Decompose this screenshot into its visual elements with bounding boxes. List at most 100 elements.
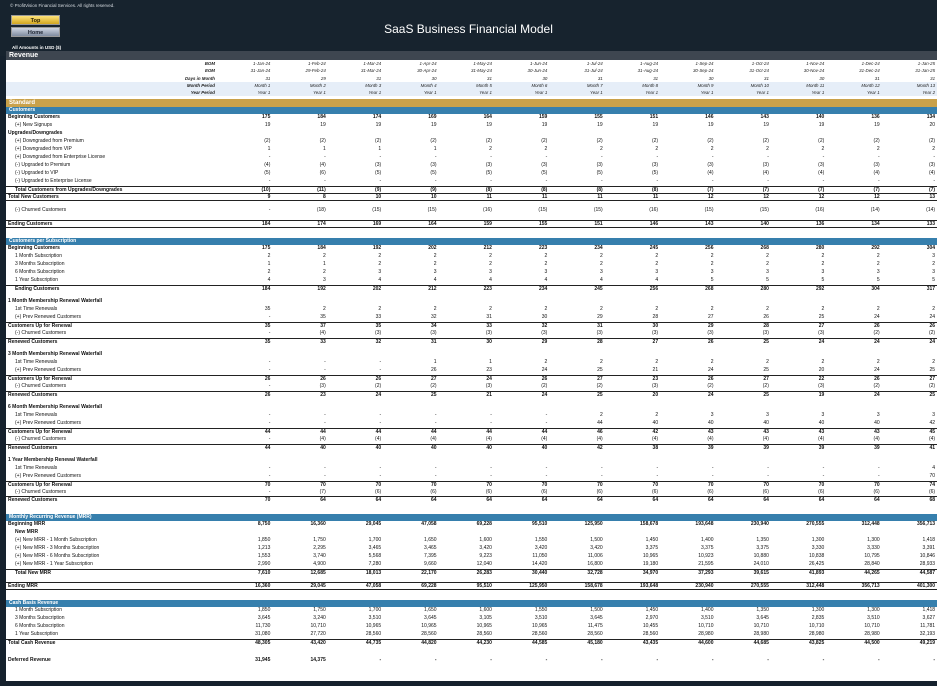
value-cell: 184 (262, 221, 271, 228)
value-cell: - (490, 419, 492, 426)
value-cell: (7) (818, 186, 825, 193)
value-cell: 33 (486, 322, 492, 329)
value-cell (494, 457, 549, 465)
timeline-cell: 29 (320, 75, 326, 81)
value-cell: 32,193 (919, 630, 936, 637)
value-cell: 28 (597, 338, 603, 345)
timeline-cell: 1-Oct-24 (751, 61, 769, 66)
timeline-cell: 31 (764, 75, 769, 81)
value-cell: 151 (649, 114, 659, 121)
value-cell: (7) (762, 186, 769, 193)
value-cell: (3) (928, 161, 936, 168)
value-cell: 64 (597, 497, 603, 504)
value-cell: (9) (375, 186, 382, 193)
value-cell: 2 (378, 306, 382, 313)
value-cell: (16) (483, 206, 492, 213)
top-button[interactable]: Top (11, 15, 60, 25)
standard-band: Standard (6, 99, 937, 108)
value-cell: (6) (873, 488, 880, 495)
value-cell: - (545, 419, 548, 426)
block-title-bar: Cash Basis Revenue (6, 600, 937, 608)
value-cell: 1,550 (534, 537, 548, 544)
table-row: 1st Time Renewals - - - - - - 2 2 3 3 3 3 3 (6, 412, 937, 420)
block-title-bar: Customers per Subscription (6, 238, 937, 246)
value-cell: - (711, 177, 714, 184)
value-cell (771, 457, 826, 465)
value-cell: 174 (372, 114, 382, 121)
row-label: (-) Churned Customers (15, 329, 67, 336)
value-cell: 2 (599, 306, 603, 313)
value-cell: 256 (705, 245, 714, 252)
value-cell: 44 (541, 428, 548, 435)
value-cell: (5) (596, 169, 603, 176)
table-row: Total Customers from Upgrades/Downgrades… (6, 185, 937, 194)
value-cell: 12 (874, 194, 880, 201)
value-cell: (4) (485, 435, 492, 442)
value-cell: 3 (433, 268, 437, 275)
value-cell: 136 (871, 114, 880, 121)
value-cell: 70 (597, 481, 603, 488)
value-cell: 45,180 (587, 639, 603, 646)
timeline-cell: Year 2 (922, 90, 936, 96)
row-label: 1st Time Renewals (15, 359, 58, 366)
table-row: 3 Months Subscription 1 1 2 2 2 2 2 2 2 2 2 2 2 (6, 261, 937, 269)
value-cell: 4 (932, 464, 936, 471)
value-cell: 1,700 (368, 537, 382, 544)
value-cell: 26,283 (476, 569, 492, 576)
value-cell: 2 (322, 268, 326, 275)
value-cell (605, 529, 660, 537)
value-cell: 29 (707, 322, 714, 329)
value-cell: 25 (430, 391, 437, 398)
home-button[interactable]: Home (11, 27, 60, 37)
table-row: 6 Months Subscription 11,730 10,710 10,965 1… (6, 623, 937, 631)
value-cell: 3,105 (479, 614, 492, 621)
value-cell: 44 (264, 428, 271, 435)
value-cell: 1,750 (313, 607, 326, 614)
table-row: 1 Month Subscription 2 2 2 2 2 2 2 2 2 2 2 2 3 (6, 253, 937, 261)
value-cell: (6) (430, 488, 437, 495)
value-cell: 256 (649, 285, 659, 292)
value-cell: 3,420 (534, 545, 548, 552)
timeline-cell: Month 7 (586, 82, 603, 88)
value-cell: 25 (763, 366, 769, 373)
value-cell: - (268, 419, 271, 426)
value-cell: 28,840 (864, 560, 880, 567)
copyright-text: © ProfitVision Financial Services. All r… (10, 3, 115, 8)
value-cell: 1,700 (368, 607, 382, 614)
value-cell: 24 (707, 366, 714, 373)
value-cell: 3 (378, 268, 382, 275)
value-cell: 44 (430, 428, 437, 435)
timeline-cell: 31 (874, 75, 880, 81)
value-cell: - (324, 411, 326, 418)
row-label: (+) New Signups (15, 122, 53, 129)
table-row: (-) Upgraded to Enterprise License - - - - - -… (6, 178, 937, 186)
value-cell: - (324, 464, 326, 471)
table-row: (+) Downgraded from Premium (2) (2) (2) (2) (… (6, 138, 937, 146)
value-cell: 1,350 (756, 607, 769, 614)
value-cell (328, 298, 383, 306)
value-cell: 14,420 (532, 560, 548, 567)
value-cell: 26 (320, 375, 326, 382)
value-cell: 16,360 (255, 583, 271, 590)
table-row: (+) New MRR - 3 Months Subscription 1,213… (6, 545, 937, 553)
value-cell: - (767, 656, 769, 663)
table-row: Beginning Customers 175 184 192 202 212 223 234… (6, 245, 937, 253)
value-cell: 10,455 (642, 622, 659, 629)
value-cell: (2) (762, 382, 769, 389)
value-cell (882, 529, 937, 537)
value-cell: 155 (538, 221, 548, 228)
timeline-cell: 30 (708, 75, 714, 81)
value-cell: - (878, 153, 880, 160)
timeline-cell: Year 1 (811, 90, 825, 96)
value-cell: 42 (652, 428, 659, 435)
value-cell: 2 (655, 253, 659, 260)
timeline-cell: Month 4 (420, 82, 437, 88)
value-cell: 24 (541, 366, 548, 373)
value-cell: 12 (763, 194, 769, 201)
row-label: Customers Up for Renewal (8, 481, 72, 488)
value-cell: 44,500 (864, 639, 880, 646)
value-cell: - (268, 366, 271, 373)
value-cell: (15) (372, 206, 382, 213)
value-cell: 26 (264, 375, 271, 382)
table-row: Ending MRR 16,360 29,045 47,058 69,228 95,510… (6, 582, 937, 591)
